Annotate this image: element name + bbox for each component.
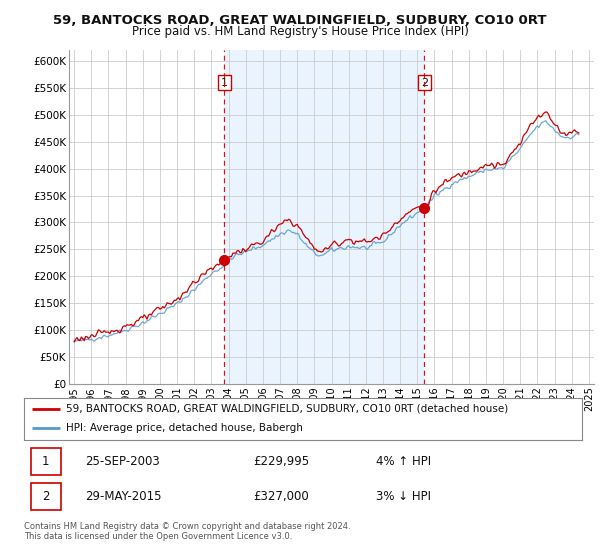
Bar (224, 50, 424, 384)
Text: £327,000: £327,000 (253, 490, 308, 503)
Text: 59, BANTOCKS ROAD, GREAT WALDINGFIELD, SUDBURY, CO10 0RT (detached house): 59, BANTOCKS ROAD, GREAT WALDINGFIELD, S… (66, 404, 508, 414)
Text: 29-MAY-2015: 29-MAY-2015 (85, 490, 162, 503)
Text: 59, BANTOCKS ROAD, GREAT WALDINGFIELD, SUDBURY, CO10 0RT: 59, BANTOCKS ROAD, GREAT WALDINGFIELD, S… (53, 14, 547, 27)
Text: 2: 2 (42, 490, 50, 503)
Text: 1: 1 (221, 78, 228, 88)
Text: £229,995: £229,995 (253, 455, 309, 468)
Text: Contains HM Land Registry data © Crown copyright and database right 2024.
This d: Contains HM Land Registry data © Crown c… (24, 522, 350, 542)
Text: 3% ↓ HPI: 3% ↓ HPI (376, 490, 431, 503)
Bar (31, 447, 61, 474)
Text: 2: 2 (421, 78, 428, 88)
Text: 4% ↑ HPI: 4% ↑ HPI (376, 455, 431, 468)
Bar (31, 483, 61, 510)
Text: 1: 1 (42, 455, 50, 468)
Text: 25-SEP-2003: 25-SEP-2003 (85, 455, 160, 468)
Text: Price paid vs. HM Land Registry's House Price Index (HPI): Price paid vs. HM Land Registry's House … (131, 25, 469, 38)
Text: HPI: Average price, detached house, Babergh: HPI: Average price, detached house, Babe… (66, 423, 303, 433)
